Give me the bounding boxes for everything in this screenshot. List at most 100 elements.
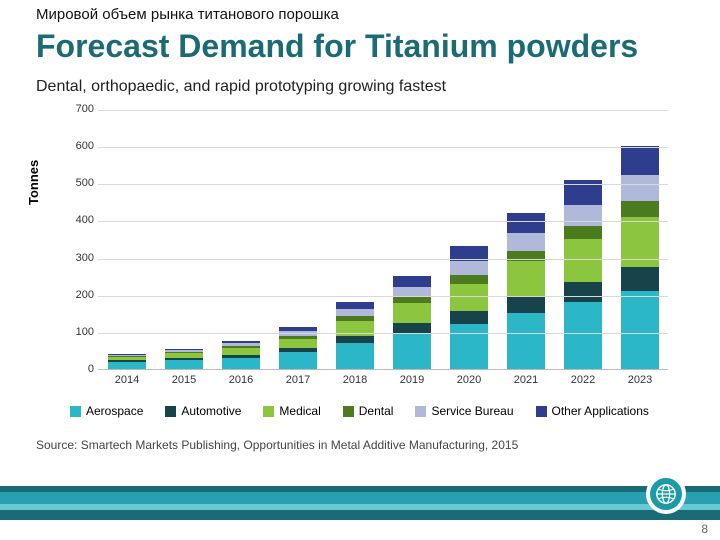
gridline: [98, 184, 668, 185]
x-tick: 2020: [441, 374, 498, 386]
caption: Мировой объем рынка титанового порошка: [36, 6, 339, 23]
legend-label: Medical: [279, 404, 320, 418]
bar-segment-service: [507, 233, 545, 251]
bar: [165, 349, 203, 369]
bar: [393, 276, 431, 369]
gridline: [98, 333, 668, 334]
bar-segment-other: [507, 213, 545, 233]
legend-item-aerospace: Aerospace: [70, 404, 143, 418]
legend-swatch: [70, 406, 81, 417]
legend-label: Service Bureau: [431, 404, 513, 418]
bar-segment-automotive: [621, 267, 659, 291]
page-title: Forecast Demand for Titanium powders: [36, 28, 638, 65]
legend-swatch: [263, 406, 274, 417]
x-tick: 2019: [384, 374, 441, 386]
legend-item-dental: Dental: [343, 404, 394, 418]
y-axis-label: Tonnes: [26, 160, 41, 205]
bar: [108, 354, 146, 369]
bar-segment-automotive: [336, 336, 374, 343]
gridline: [98, 147, 668, 148]
chart: Tonnes 010020030040050060070020142015201…: [36, 110, 686, 410]
y-tick: 100: [64, 326, 94, 338]
bar-segment-service: [564, 205, 602, 227]
bar-segment-medical: [222, 348, 260, 355]
legend-swatch: [165, 406, 176, 417]
bar-segment-medical: [564, 239, 602, 282]
bar: [564, 180, 602, 369]
bar-segment-medical: [279, 339, 317, 348]
bar-segment-medical: [507, 261, 545, 296]
source-text: Source: Smartech Markets Publishing, Opp…: [36, 438, 518, 452]
legend-item-other: Other Applications: [536, 404, 649, 418]
bar-segment-automotive: [564, 282, 602, 302]
x-tick: 2016: [213, 374, 270, 386]
bar-segment-dental: [450, 275, 488, 283]
y-tick: 700: [64, 103, 94, 115]
legend-label: Aerospace: [86, 404, 143, 418]
legend-item-automotive: Automotive: [165, 404, 241, 418]
x-tick: 2017: [270, 374, 327, 386]
x-tick: 2015: [156, 374, 213, 386]
bar-segment-dental: [507, 251, 545, 261]
bar-segment-aerospace: [108, 362, 146, 369]
gridline: [98, 296, 668, 297]
bar: [507, 213, 545, 369]
bar-segment-automotive: [450, 311, 488, 324]
bar-segment-dental: [564, 226, 602, 239]
footer-bands: [0, 486, 720, 520]
x-tick: 2021: [498, 374, 555, 386]
legend-label: Other Applications: [552, 404, 649, 418]
legend: Aerospace Automotive Medical Dental Service …: [70, 404, 670, 418]
bar: [222, 341, 260, 369]
x-tick: 2022: [555, 374, 612, 386]
page-number: 8: [701, 522, 708, 536]
logo-badge: [646, 474, 686, 514]
legend-item-medical: Medical: [263, 404, 320, 418]
bar-segment-other: [393, 276, 431, 286]
bar-segment-medical: [393, 303, 431, 323]
bar-segment-dental: [621, 201, 659, 217]
bar-segment-aerospace: [450, 324, 488, 369]
y-tick: 0: [64, 363, 94, 375]
legend-swatch: [343, 406, 354, 417]
bars-container: [98, 110, 668, 369]
legend-item-service: Service Bureau: [415, 404, 513, 418]
bar-segment-aerospace: [564, 302, 602, 369]
bar-segment-medical: [450, 284, 488, 312]
bar-segment-other: [336, 302, 374, 309]
bar-segment-aerospace: [621, 291, 659, 369]
bar-segment-aerospace: [279, 352, 317, 369]
y-tick: 500: [64, 177, 94, 189]
bar-segment-aerospace: [165, 360, 203, 369]
bar-segment-aerospace: [222, 358, 260, 369]
legend-label: Automotive: [181, 404, 241, 418]
legend-swatch: [415, 406, 426, 417]
bar-segment-aerospace: [507, 313, 545, 369]
y-tick: 600: [64, 140, 94, 152]
gridline: [98, 221, 668, 222]
x-tick: 2018: [327, 374, 384, 386]
bar-segment-aerospace: [336, 343, 374, 369]
gridline: [98, 110, 668, 111]
bar-segment-aerospace: [393, 334, 431, 369]
subtitle: Dental, orthopaedic, and rapid prototypi…: [36, 78, 446, 96]
bar-segment-service: [336, 309, 374, 316]
y-tick: 200: [64, 289, 94, 301]
slide: Мировой объем рынка титанового порошка F…: [0, 0, 720, 540]
footer-band: [0, 510, 720, 520]
bar: [450, 246, 488, 369]
legend-label: Dental: [359, 404, 394, 418]
legend-swatch: [536, 406, 547, 417]
x-tick: 2023: [612, 374, 669, 386]
bar-segment-automotive: [507, 297, 545, 314]
gridline: [98, 259, 668, 260]
y-tick: 300: [64, 252, 94, 264]
x-tick: 2014: [99, 374, 156, 386]
footer-band: [0, 492, 720, 504]
plot-area: 0100200300400500600700201420152016201720…: [98, 110, 668, 370]
bar: [336, 302, 374, 369]
bar-segment-service: [450, 261, 488, 275]
bar-segment-service: [621, 175, 659, 201]
bar-segment-other: [621, 146, 659, 175]
y-tick: 400: [64, 214, 94, 226]
